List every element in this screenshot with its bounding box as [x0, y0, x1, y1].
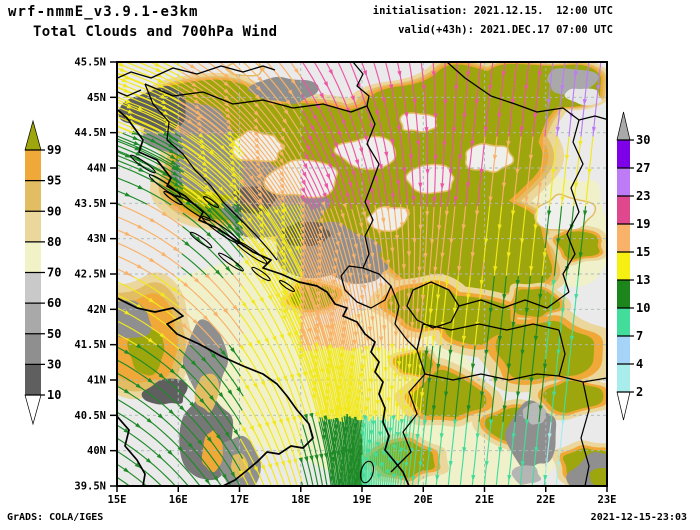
scale-value-label: 7 [636, 329, 643, 343]
scale-value-label: 2 [636, 385, 643, 399]
lon-tick-label: 23E [598, 494, 617, 506]
axis-ticks [110, 61, 608, 492]
lon-tick-label: 20E [414, 494, 433, 506]
scale-value-label: 23 [636, 189, 650, 203]
lon-tick-label: 22E [536, 494, 555, 506]
scale-value-label: 15 [636, 245, 650, 259]
lat-tick-label: 45N [87, 92, 106, 104]
scale-value-label: 99 [47, 143, 61, 157]
lon-tick-label: 21E [475, 494, 494, 506]
scale-value-label: 50 [47, 327, 61, 341]
map-plot-area [110, 61, 608, 492]
scale-value-label: 80 [47, 235, 61, 249]
model-title: wrf-nmmE_v3.9.1-e3km [8, 4, 199, 20]
lat-tick-label: 40N [87, 445, 106, 457]
scale-value-label: 70 [47, 266, 61, 280]
lon-tick-label: 19E [353, 494, 372, 506]
grads-credit: GrADS: COLA/IGES [7, 512, 104, 523]
lat-tick-label: 41.5N [74, 339, 106, 351]
init-time-line: initialisation: 2021.12.15. 12:00 UTC [372, 5, 613, 17]
lon-tick-label: 15E [108, 494, 127, 506]
lat-tick-label: 42.5N [74, 268, 106, 280]
lat-tick-label: 39.5N [74, 480, 106, 492]
scale-value-label: 19 [636, 217, 650, 231]
scale-value-label: 10 [636, 301, 650, 315]
scale-value-label: 4 [636, 357, 643, 371]
cloud-cover-colorbar: 99 95 90 80 70 60 50 30 10 [24, 119, 61, 426]
scale-value-label: 30 [47, 357, 61, 371]
scale-value-label: 13 [636, 273, 650, 287]
lat-tick-label: 45.5N [74, 57, 106, 69]
lat-tick-label: 43.5N [74, 198, 106, 210]
lat-tick-label: 44.5N [74, 127, 106, 139]
scale-value-label: 60 [47, 296, 61, 310]
lon-tick-label: 16E [169, 494, 188, 506]
lat-tick-label: 41N [87, 374, 106, 386]
chart-subtitle: Total Clouds and 700hPa Wind [33, 24, 278, 40]
axis-tick-labels: 15E 16E 17E 18E 19E 20E 21E 22E 23E 45.5N 45N 44.5N… [74, 57, 616, 507]
scale-value-label: 95 [47, 174, 61, 188]
lat-tick-label: 40.5N [74, 410, 106, 422]
lat-tick-label: 42N [87, 304, 106, 316]
scale-value-label: 10 [47, 388, 61, 402]
scale-value-label: 27 [636, 161, 650, 175]
coastline-border-layer [117, 62, 607, 486]
lat-tick-label: 43N [87, 233, 106, 245]
scale-value-label: 30 [636, 133, 650, 147]
lon-tick-label: 18E [291, 494, 310, 506]
wind-streamline-layer [117, 62, 602, 486]
creation-timestamp: 2021-12-15-23:03 [590, 512, 687, 523]
lat-tick-label: 44N [87, 162, 106, 174]
lon-tick-label: 17E [230, 494, 249, 506]
wind-speed-colorbar: 30 27 23 19 15 13 10 7 4 2 [616, 111, 650, 421]
valid-time-line: valid(+43h): 2021.DEC.17 07:00 UTC [398, 24, 613, 36]
scale-value-label: 90 [47, 204, 61, 218]
